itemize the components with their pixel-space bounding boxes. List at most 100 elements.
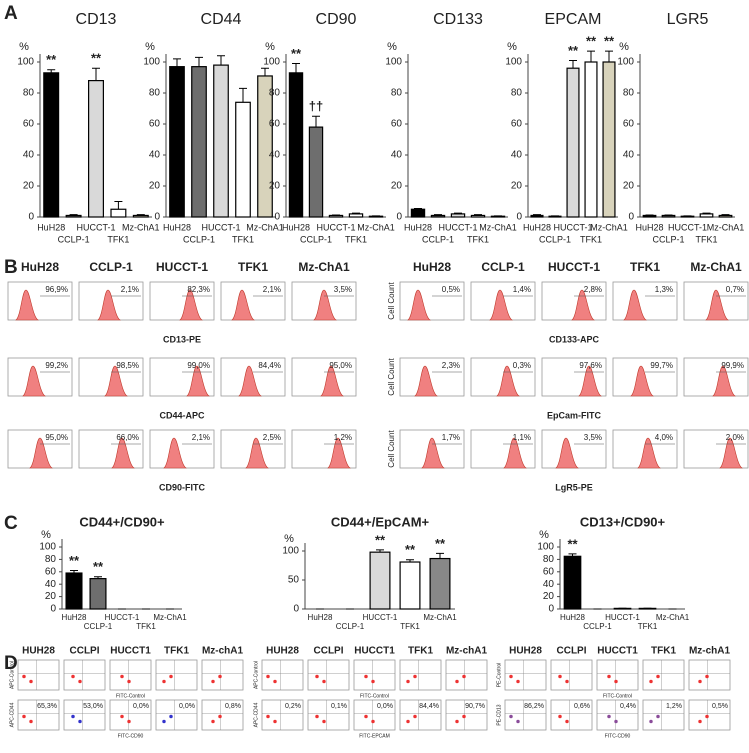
scatter-dot <box>406 719 410 724</box>
scatter-dot <box>413 714 417 719</box>
scatter-dot <box>705 714 709 719</box>
scatter-frame <box>688 659 731 691</box>
significance-mark: ** <box>93 559 104 574</box>
histogram-curve <box>578 365 602 397</box>
y-axis-label: Cell Count <box>387 430 396 468</box>
marker-label: CD44-APC <box>159 410 205 420</box>
x-tick-label: HUCCT-1 <box>605 613 640 622</box>
y-tick-label: 0 <box>516 212 522 223</box>
scatter-dot <box>698 719 702 724</box>
scatter-dot <box>315 674 319 679</box>
bar <box>308 126 324 218</box>
y-tick-label: 40 <box>45 579 57 590</box>
percent-label: 65,3% <box>37 703 57 710</box>
chart-title: LGR5 <box>667 11 709 28</box>
y-tick-label: 20 <box>623 181 635 192</box>
marker-label: CD133-APC <box>549 334 600 344</box>
x-tick-label: CCLP-1 <box>58 234 90 244</box>
bar <box>110 208 127 218</box>
bar <box>470 214 486 218</box>
percent-label: 99,2% <box>45 361 68 370</box>
scatter-frame <box>550 699 593 731</box>
column-header: Mz-chA1 <box>446 646 488 657</box>
bar <box>88 79 104 218</box>
percent-label: 0,0% <box>133 703 149 710</box>
marker-label: CD90-FITC <box>159 482 206 492</box>
scatter-frame <box>596 659 639 691</box>
x-tick-label: CCLP-1 <box>84 622 113 631</box>
percent-label: 90,7% <box>465 703 485 710</box>
scatter-frame <box>399 659 442 691</box>
y-unit: % <box>265 41 275 53</box>
histogram-frame <box>541 357 607 397</box>
scatter-dot <box>649 679 653 684</box>
percent-label: 0,3% <box>513 361 531 370</box>
histogram-curve <box>22 365 46 397</box>
histogram-curve <box>320 365 344 397</box>
y-tick-label: 60 <box>269 119 281 130</box>
significance-mark: ** <box>405 542 416 557</box>
x-tick-label: Mz-ChA1 <box>122 222 160 232</box>
scatter-dot <box>162 679 166 684</box>
bar <box>584 61 598 218</box>
y-unit: % <box>284 533 294 545</box>
histogram-curve <box>407 289 431 321</box>
scatter-frame <box>261 659 304 691</box>
y-tick-label: 60 <box>543 566 555 577</box>
column-header: TFK1 <box>408 646 433 657</box>
y-axis-label: Cell Count <box>387 358 396 396</box>
percent-label: 0,5% <box>442 285 460 294</box>
scatter-dot <box>656 674 660 679</box>
scatter-dot <box>266 674 270 679</box>
x-tick-label: TFK1 <box>136 622 156 631</box>
column-header: TFK1 <box>630 260 660 274</box>
panel-label: C <box>4 513 18 534</box>
y-tick-label: 20 <box>45 591 57 602</box>
percent-label: 99,7% <box>650 361 673 370</box>
percent-label: 0,4% <box>620 703 636 710</box>
column-header: HUCCT-1 <box>548 260 600 274</box>
scatter-dot <box>315 714 319 719</box>
x-tick-label: CCLP-1 <box>422 234 454 244</box>
scatter-dot <box>509 674 513 679</box>
scatter-frame <box>307 699 350 731</box>
scatter-frame <box>109 699 152 731</box>
y-axis-label: PE-CD13 <box>496 704 502 725</box>
x-tick-label: Mz-ChA1 <box>656 613 690 622</box>
percent-label: 1,2% <box>666 703 682 710</box>
y-tick-label: 80 <box>23 88 35 99</box>
y-tick-label: 100 <box>17 57 34 68</box>
x-tick-label: CCLP-1 <box>539 234 571 244</box>
bar <box>450 213 466 218</box>
scatter-dot <box>78 679 82 684</box>
scatter-dot <box>516 679 520 684</box>
error-bar <box>569 59 577 69</box>
significance-mark: ** <box>435 536 446 551</box>
y-tick-label: 100 <box>505 57 522 68</box>
error-bar <box>239 87 247 103</box>
y-axis-label: APC-CD44 <box>253 702 259 727</box>
y-unit: % <box>539 529 549 541</box>
y-tick-label: 80 <box>543 554 555 565</box>
column-header: HuH28 <box>21 260 59 274</box>
significance-mark: ** <box>586 34 597 49</box>
y-tick-label: 20 <box>149 181 161 192</box>
bar <box>169 66 185 218</box>
percent-label: 66,0% <box>116 433 139 442</box>
x-tick-label: CCLP-1 <box>300 234 332 244</box>
y-tick-label: 0 <box>396 212 402 223</box>
x-tick-label: HuH28 <box>560 613 585 622</box>
x-axis-label: FITC-Control <box>360 693 389 699</box>
x-tick-label: HuH28 <box>404 222 432 232</box>
scatter-frame <box>642 659 685 691</box>
scatter-dot <box>614 719 618 724</box>
error-bar <box>173 58 181 67</box>
histogram-curve <box>414 365 438 397</box>
y-tick-label: 60 <box>511 119 523 130</box>
bar <box>348 213 364 218</box>
y-unit: % <box>19 41 29 53</box>
x-tick-label: Mz-ChA1 <box>357 222 395 232</box>
scatter-dot <box>462 674 466 679</box>
column-header: Mz-ChA1 <box>298 260 350 274</box>
